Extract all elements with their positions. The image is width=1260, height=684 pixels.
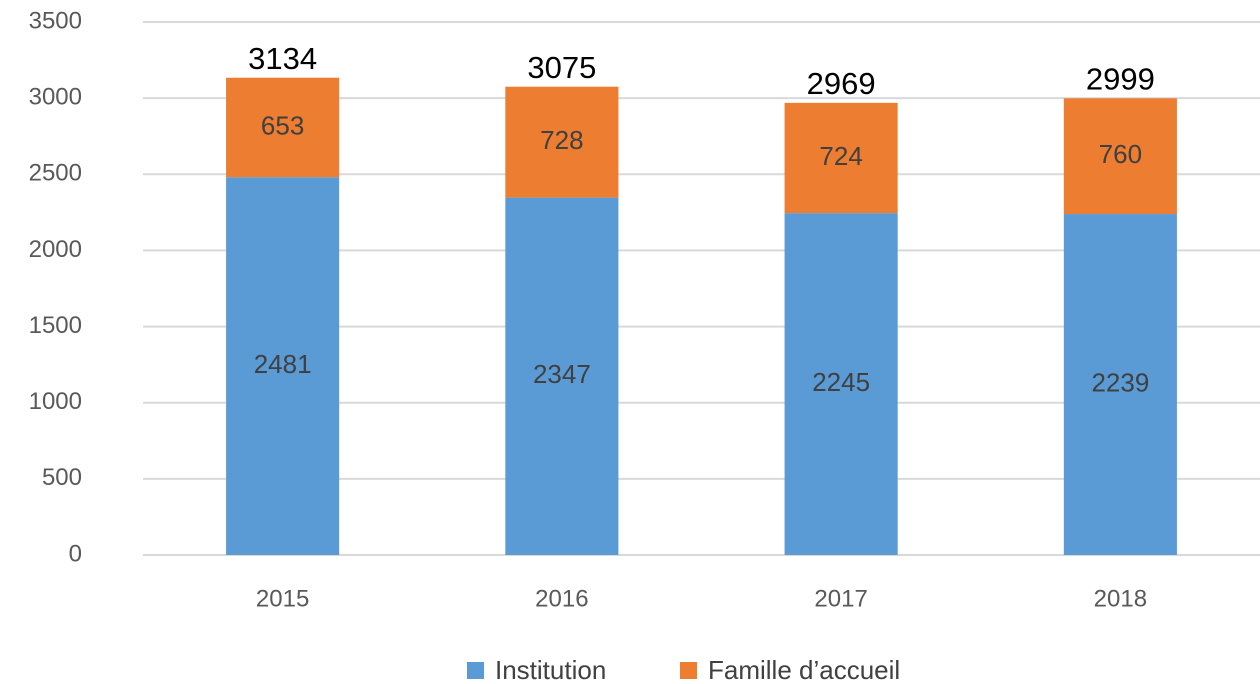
x-tick-label: 2017 [814,585,867,612]
data-label: 2245 [812,367,870,397]
x-tick-label: 2016 [535,585,588,612]
x-tick-label: 2018 [1094,585,1147,612]
legend-swatch [680,662,697,679]
y-tick-label: 0 [69,540,82,567]
y-tick-label: 1000 [29,388,82,415]
data-label: 760 [1099,139,1142,169]
y-tick-label: 2000 [29,236,82,263]
bar-segment [784,102,898,214]
total-label: 3134 [248,41,317,76]
y-tick-label: 500 [42,464,82,491]
bar-segment [1063,214,1177,555]
data-label: 728 [540,125,583,155]
x-tick-label: 2015 [256,585,309,612]
total-label: 2999 [1086,61,1155,96]
bar-segment [226,177,340,555]
data-label: 2481 [254,349,312,379]
bar-segment [1063,98,1177,215]
y-tick-label: 1500 [29,312,82,339]
bar-segment [505,86,619,198]
bar-segment [226,77,340,178]
data-label: 2239 [1091,367,1149,397]
y-tick-label: 3500 [29,7,82,34]
y-tick-label: 3000 [29,83,82,110]
legend-swatch [467,662,484,679]
legend-label: Institution [495,655,606,684]
data-label: 2347 [533,359,591,389]
y-tick-label: 2500 [29,160,82,187]
total-label: 3075 [527,50,596,85]
total-label: 2969 [807,66,876,101]
data-label: 724 [819,141,862,171]
legend-label: Famille d’accueil [708,655,900,684]
bar-segment [505,197,619,555]
bar-segment [784,213,898,555]
data-label: 653 [261,110,304,140]
